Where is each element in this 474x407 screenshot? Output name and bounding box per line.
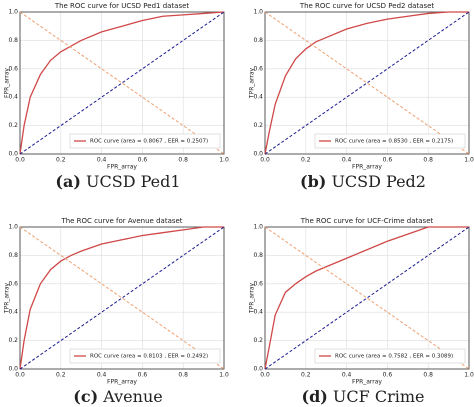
x-axis-label: FPR_array bbox=[107, 379, 137, 386]
roc-line bbox=[264, 11, 470, 155]
y-tick-label: 0.4 bbox=[253, 94, 263, 101]
y-tick-label: 0.6 bbox=[253, 280, 263, 287]
legend-box bbox=[314, 348, 466, 364]
caption-text: UCF Crime bbox=[333, 387, 425, 406]
y-tick-label: 0.8 bbox=[253, 252, 263, 259]
x-tick-label: 1.0 bbox=[219, 157, 229, 164]
x-tick-label: 0.8 bbox=[423, 157, 433, 164]
y-tick-label: 0.2 bbox=[8, 122, 18, 129]
x-axis-label: FPR_array bbox=[107, 164, 137, 171]
x-tick-label: 0.8 bbox=[423, 372, 433, 379]
caption: (c) Avenue bbox=[73, 387, 162, 406]
caption: (d) UCF Crime bbox=[302, 387, 425, 406]
y-tick-label: 0.4 bbox=[8, 309, 18, 316]
y-tick-label: 1.0 bbox=[8, 9, 18, 16]
caption: (b) UCSD Ped2 bbox=[300, 172, 426, 191]
y-tick-label: 1.0 bbox=[253, 224, 263, 231]
y-tick-label: 0.2 bbox=[253, 122, 263, 129]
y-tick-label: 0.2 bbox=[253, 337, 263, 344]
chart-title: The ROC curve for UCSD Ped2 dataset bbox=[299, 2, 435, 10]
roc-line bbox=[264, 226, 470, 370]
y-tick-label: 0.6 bbox=[8, 65, 18, 72]
x-tick-label: 1.0 bbox=[464, 372, 474, 379]
x-tick-label: 0.0 bbox=[260, 157, 270, 164]
x-tick-label: 0.4 bbox=[342, 157, 352, 164]
y-tick-label: 0.0 bbox=[8, 366, 18, 373]
roc-line bbox=[19, 11, 225, 155]
y-tick-label: 0.0 bbox=[8, 151, 18, 158]
legend-label: ROC curve (area = 0.7582 , EER = 0.3089) bbox=[335, 354, 453, 360]
x-tick-label: 1.0 bbox=[219, 372, 229, 379]
y-tick-label: 0.0 bbox=[253, 151, 263, 158]
x-tick-label: 0.2 bbox=[56, 372, 66, 379]
x-axis-label: FPR_array bbox=[352, 379, 382, 386]
y-tick-label: 0.4 bbox=[253, 309, 263, 316]
x-tick-label: 0.8 bbox=[178, 372, 188, 379]
legend-label: ROC curve (area = 0.8530 , EER = 0.2175) bbox=[335, 139, 453, 145]
y-tick-label: 0.0 bbox=[253, 366, 263, 373]
y-tick-label: 0.6 bbox=[8, 280, 18, 287]
caption-label: (d) bbox=[302, 387, 328, 406]
y-axis-label: FPR_array bbox=[4, 68, 11, 98]
legend-box bbox=[314, 133, 466, 149]
caption-label: (b) bbox=[300, 172, 326, 191]
y-tick-label: 1.0 bbox=[8, 224, 18, 231]
y-axis-label: TPR_array bbox=[249, 67, 256, 99]
x-tick-label: 0.6 bbox=[138, 372, 148, 379]
chart-title: The ROC curve for UCSD Ped1 dataset bbox=[54, 2, 190, 10]
y-tick-label: 0.2 bbox=[8, 337, 18, 344]
x-tick-label: 0.6 bbox=[383, 157, 393, 164]
legend-label: ROC curve (area = 0.8103 , EER = 0.2492) bbox=[90, 354, 208, 360]
roc-line bbox=[19, 226, 225, 370]
x-tick-label: 0.4 bbox=[342, 372, 352, 379]
roc-line bbox=[19, 11, 225, 155]
legend-label: ROC curve (area = 0.8067 , EER = 0.2507) bbox=[90, 139, 208, 145]
y-tick-label: 1.0 bbox=[253, 9, 263, 16]
x-tick-label: 0.2 bbox=[301, 157, 311, 164]
plot-frame bbox=[264, 226, 470, 370]
caption-text: Avenue bbox=[102, 387, 163, 406]
x-tick-label: 0.6 bbox=[383, 372, 393, 379]
x-tick-label: 0.2 bbox=[56, 157, 66, 164]
chart-title: The ROC curve for Avenue dataset bbox=[60, 217, 182, 225]
x-tick-label: 0.2 bbox=[301, 372, 311, 379]
x-tick-label: 0.8 bbox=[178, 157, 188, 164]
plot-frame bbox=[19, 11, 225, 155]
legend-box bbox=[69, 348, 221, 364]
roc-line bbox=[264, 226, 470, 370]
y-tick-label: 0.8 bbox=[8, 37, 18, 44]
x-tick-label: 0.4 bbox=[97, 372, 107, 379]
roc-line bbox=[264, 11, 470, 155]
x-tick-label: 0.4 bbox=[97, 157, 107, 164]
chart-title: The ROC curve for UCF-Crime dataset bbox=[300, 217, 434, 225]
y-tick-label: 0.8 bbox=[8, 252, 18, 259]
x-tick-label: 0.0 bbox=[15, 372, 25, 379]
y-tick-label: 0.4 bbox=[8, 94, 18, 101]
x-tick-label: 0.0 bbox=[15, 157, 25, 164]
caption: (a) UCSD Ped1 bbox=[55, 172, 180, 191]
x-tick-label: 0.6 bbox=[138, 157, 148, 164]
y-axis-label: TPR_array bbox=[249, 282, 256, 314]
roc-line bbox=[264, 11, 469, 155]
x-tick-label: 0.0 bbox=[260, 372, 270, 379]
caption-label: (c) bbox=[73, 387, 98, 406]
roc-line bbox=[264, 226, 469, 370]
x-axis-label: FPR_array bbox=[352, 164, 382, 171]
legend-box bbox=[69, 133, 221, 149]
roc-line bbox=[19, 11, 225, 155]
roc-line bbox=[19, 226, 224, 370]
y-tick-label: 0.8 bbox=[253, 37, 263, 44]
y-tick-label: 0.6 bbox=[253, 65, 263, 72]
plot-frame bbox=[264, 11, 470, 155]
caption-text: UCSD Ped1 bbox=[86, 172, 181, 191]
caption-label: (a) bbox=[55, 172, 81, 191]
y-axis-label: TPR_array bbox=[4, 282, 11, 314]
plot-frame bbox=[19, 226, 225, 370]
roc-line bbox=[19, 226, 225, 370]
x-tick-label: 1.0 bbox=[464, 157, 474, 164]
caption-text: UCSD Ped2 bbox=[331, 172, 426, 191]
